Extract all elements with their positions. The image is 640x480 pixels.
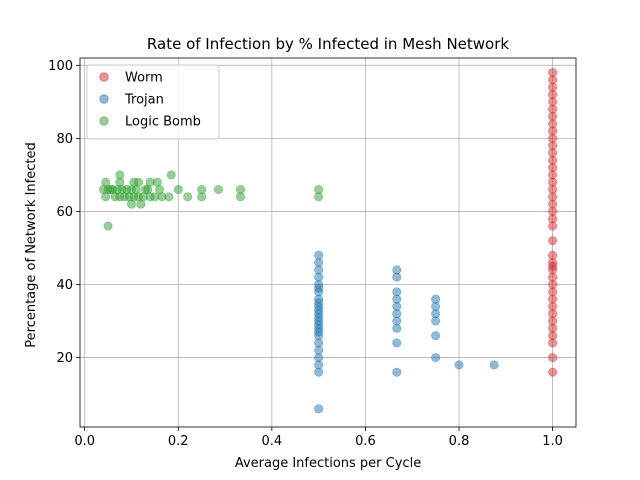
legend-box bbox=[86, 64, 220, 140]
x-tick-label: 0.8 bbox=[449, 434, 470, 449]
data-point-logic-bomb bbox=[164, 192, 174, 202]
data-point-logic-bomb bbox=[173, 185, 183, 195]
x-tick-label: 0.2 bbox=[168, 434, 189, 449]
data-point-worm bbox=[548, 236, 558, 246]
data-point-trojan bbox=[431, 294, 441, 304]
grid-lines bbox=[80, 58, 576, 427]
data-point-worm bbox=[548, 68, 558, 78]
data-point-logic-bomb bbox=[235, 185, 245, 195]
plot-frame bbox=[79, 57, 577, 428]
x-tick-label: 1.0 bbox=[542, 434, 563, 449]
legend: Worm Trojan Logic Bomb bbox=[86, 64, 220, 140]
y-tick-label: 40 bbox=[56, 278, 73, 293]
legend-marker bbox=[99, 116, 109, 126]
axes: 0.0 0.2 0.4 0.6 0.8 1.0 20 40 60 80 100 bbox=[48, 57, 577, 449]
data-point-logic-bomb bbox=[183, 192, 193, 202]
data-point-logic-bomb bbox=[115, 170, 125, 180]
data-point-logic-bomb bbox=[133, 177, 143, 187]
x-tick-label: 0.0 bbox=[74, 434, 95, 449]
x-tick-label: 0.6 bbox=[355, 434, 376, 449]
data-point-trojan bbox=[431, 331, 441, 341]
data-point-trojan bbox=[392, 287, 402, 297]
data-point-worm bbox=[548, 353, 558, 363]
data-point-logic-bomb bbox=[214, 185, 224, 195]
legend-label: Trojan bbox=[124, 93, 164, 108]
data-point-trojan bbox=[431, 353, 441, 363]
data-point-logic-bomb bbox=[314, 185, 324, 195]
data-point-logic-bomb bbox=[103, 221, 113, 231]
data-point-worm bbox=[548, 250, 558, 260]
legend-label: Logic Bomb bbox=[125, 115, 201, 130]
data-point-trojan bbox=[314, 250, 324, 260]
data-point-worm bbox=[548, 367, 558, 377]
x-axis-label: Average Infections per Cycle bbox=[235, 456, 421, 471]
y-tick-label: 100 bbox=[48, 59, 73, 74]
data-point-trojan bbox=[454, 360, 464, 370]
chart-title: Rate of Infection by % Infected in Mesh … bbox=[147, 35, 509, 53]
data-point-trojan bbox=[392, 265, 402, 275]
data-point-logic-bomb bbox=[166, 170, 176, 180]
data-point-trojan bbox=[314, 404, 324, 414]
data-point-trojan bbox=[392, 367, 402, 377]
x-tick-label: 0.4 bbox=[262, 434, 283, 449]
data-points bbox=[98, 68, 558, 414]
legend-label: Worm bbox=[125, 71, 163, 86]
y-axis-label: Percentage of Network Infected bbox=[24, 142, 39, 347]
legend-marker bbox=[99, 94, 109, 104]
y-tick-label: 60 bbox=[56, 205, 73, 220]
y-tick-label: 80 bbox=[56, 132, 73, 147]
data-point-trojan bbox=[392, 338, 402, 348]
y-tick-label: 20 bbox=[56, 351, 73, 366]
legend-marker bbox=[99, 72, 109, 82]
data-point-logic-bomb bbox=[197, 185, 207, 195]
data-point-trojan bbox=[489, 360, 499, 370]
